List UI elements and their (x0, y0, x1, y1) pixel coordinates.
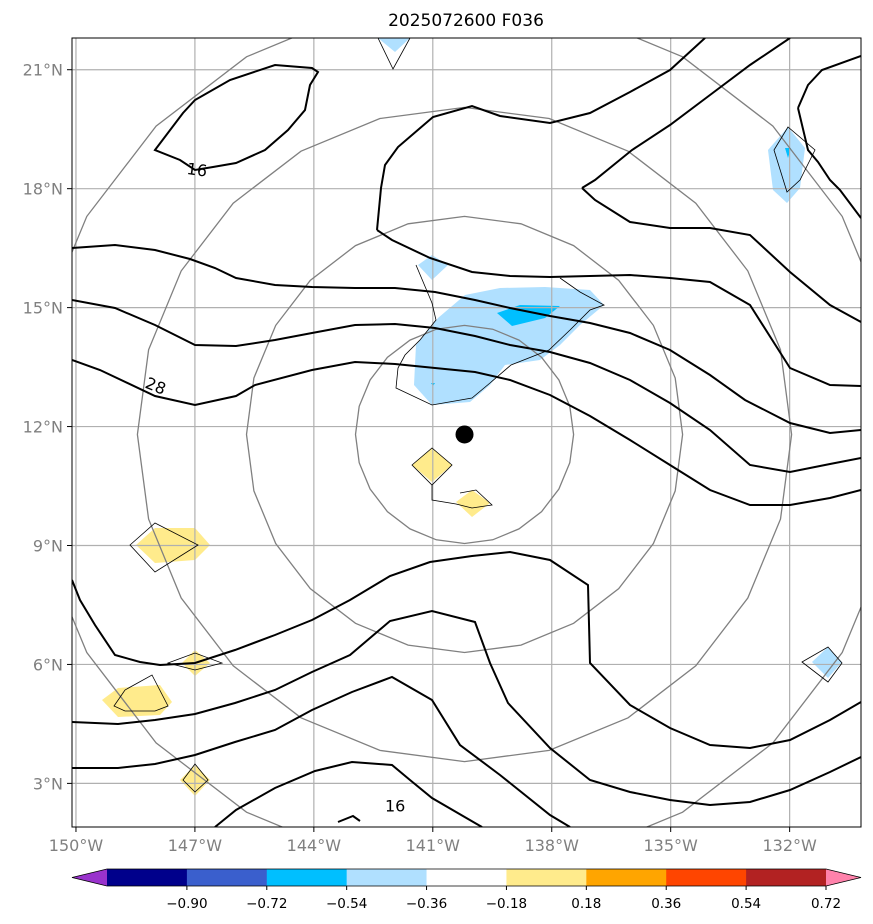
thin-contour (801, 646, 843, 683)
colorbar-segment (346, 869, 428, 886)
range-ring (245, 215, 684, 654)
contour-line (72, 359, 861, 506)
colorbar-tick-label: −0.54 (326, 896, 367, 912)
thin-contour (113, 674, 169, 712)
y-tick-label: 3°N (33, 774, 63, 793)
contour-line (72, 550, 861, 750)
colorbar-extend-high (826, 869, 861, 886)
plot-frame (71, 37, 862, 828)
colorbar-tick-label: −0.36 (406, 896, 447, 912)
contour-line (214, 760, 483, 827)
x-tick-label: 132°W (762, 836, 817, 855)
colorbar-outline (71, 868, 862, 887)
thin-contour (377, 38, 411, 70)
x-tick-label: 147°W (168, 836, 223, 855)
colorbar-tick-label: 0.36 (651, 896, 681, 912)
bold-contours (72, 38, 861, 827)
contour-line (376, 229, 861, 387)
y-tick-label: 18°N (23, 180, 63, 199)
negative-shading (378, 38, 410, 52)
y-tick-label: 9°N (33, 536, 63, 555)
chart-title: 2025072600 F036 (388, 11, 544, 31)
range-ring (354, 324, 575, 545)
colorbar-tick-label: −0.18 (486, 896, 527, 912)
colorbar-segment (186, 869, 268, 886)
contour-line (797, 55, 861, 109)
colorbar-segment (426, 869, 507, 886)
colorbar-tick-label: 0.72 (811, 896, 841, 912)
range-ring (72, 38, 861, 827)
colorbar-tick-label: −0.72 (246, 896, 287, 912)
thin-contour (431, 485, 493, 509)
contour-line (72, 675, 571, 827)
y-axis: 3°N 6°N 9°N 12°N 15°N 18°N 21°N (23, 61, 72, 793)
thin-contour (411, 447, 453, 486)
contour-line (153, 63, 320, 172)
contour-line (797, 107, 861, 219)
colorbar-tick-label: −0.90 (166, 896, 207, 912)
x-axis: 150°W 147°W 144°W 141°W 138°W 135°W 132°W (49, 827, 817, 855)
contour-label: 16 (186, 159, 209, 181)
colorbar: −0.90 −0.72 −0.54 −0.36 −0.18 0.18 0.36 0.54 0.7… (71, 868, 862, 912)
contour-label: 16 (385, 797, 405, 816)
x-tick-label: 141°W (406, 836, 461, 855)
colorbar-extend-low (72, 869, 107, 886)
y-tick-label: 12°N (23, 418, 63, 437)
thin-contour (129, 522, 199, 573)
x-tick-label: 150°W (49, 836, 104, 855)
colorbar-tick-label: 0.54 (731, 896, 761, 912)
contour-line (376, 38, 706, 231)
colorbar-segment (266, 869, 348, 886)
thin-contour (166, 652, 224, 671)
contour-line (337, 814, 361, 823)
thin-contour (395, 264, 605, 406)
contour-line (581, 187, 861, 323)
thin-contour (773, 126, 816, 193)
contour-line (72, 243, 861, 435)
colorbar-segment (107, 869, 188, 886)
x-tick-label: 144°W (287, 836, 342, 855)
colorbar-segment (666, 869, 747, 886)
thin-contours (113, 38, 843, 793)
contour-line (72, 299, 861, 474)
colorbar-segment (746, 869, 827, 886)
x-tick-label: 138°W (525, 836, 580, 855)
x-tick-label: 135°W (644, 836, 699, 855)
y-tick-label: 6°N (33, 655, 63, 674)
contour-line (72, 609, 861, 807)
range-ring (136, 106, 793, 763)
positive-shading (456, 490, 490, 517)
y-tick-label: 15°N (23, 299, 63, 318)
negative-core (497, 305, 560, 326)
contour-line (581, 38, 791, 189)
colorbar-segment (506, 869, 587, 886)
colorbar-tick-label: 0.18 (571, 896, 601, 912)
positive-shading (102, 685, 172, 717)
y-tick-label: 21°N (23, 61, 63, 80)
range-rings (72, 38, 861, 827)
colorbar-segment (586, 869, 667, 886)
thin-contour (182, 763, 209, 793)
storm-center-marker (455, 425, 474, 444)
